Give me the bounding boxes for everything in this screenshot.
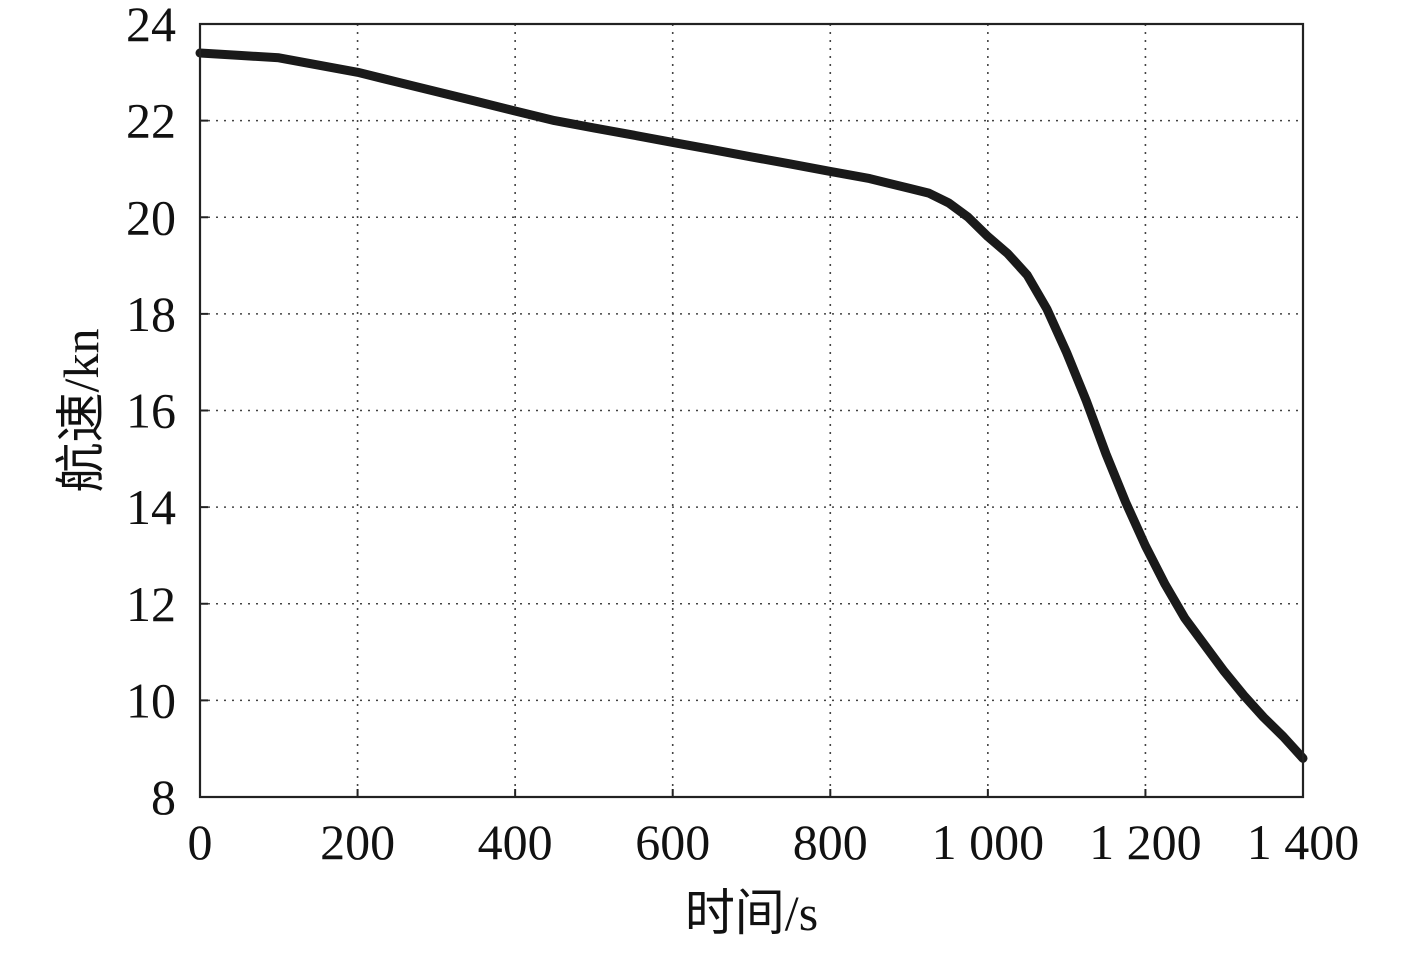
speed-series-line — [195, 48, 1308, 763]
grid-layer — [200, 24, 1303, 797]
x-tick-label: 1 000 — [932, 814, 1045, 870]
y-tick-label: 10 — [126, 672, 176, 728]
x-tick-label: 200 — [320, 814, 395, 870]
y-tick-label: 16 — [126, 383, 176, 439]
x-axis-label: 时间/s — [685, 885, 818, 941]
y-tick-label: 18 — [126, 286, 176, 342]
series-layer — [195, 48, 1308, 763]
y-tick-label: 22 — [126, 93, 176, 149]
y-tick-label: 12 — [126, 576, 176, 632]
y-tick-label: 24 — [126, 0, 176, 52]
x-tick-label: 800 — [793, 814, 868, 870]
x-tick-label: 1 200 — [1089, 814, 1202, 870]
x-tick-label: 1 400 — [1247, 814, 1360, 870]
y-tick-label: 8 — [151, 769, 176, 825]
x-tick-label: 0 — [188, 814, 213, 870]
tick-layer: 0 200 400 600 800 1 000 1 200 1 400 8 10 12 14 16 18 2… — [126, 0, 1359, 870]
y-tick-label: 20 — [126, 189, 176, 245]
y-tick-label: 14 — [126, 479, 176, 535]
x-tick-label: 400 — [478, 814, 553, 870]
y-axis-label: 航速/kn — [53, 329, 109, 493]
x-tick-label: 600 — [635, 814, 710, 870]
